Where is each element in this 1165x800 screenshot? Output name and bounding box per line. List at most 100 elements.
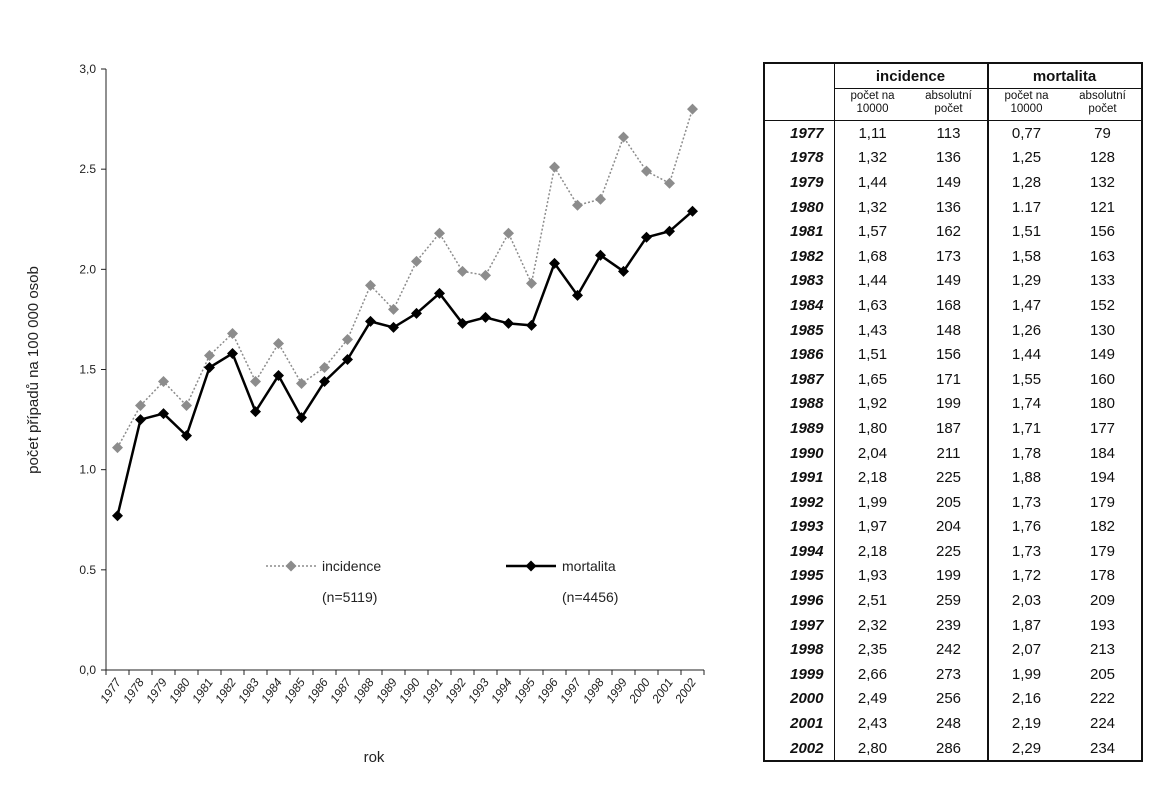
value-cell: 211 xyxy=(910,440,989,466)
data-point-incidence xyxy=(135,400,146,412)
value-cell: 2,32 xyxy=(857,616,888,634)
data-point-incidence xyxy=(641,165,652,177)
x-tick-label: 1979 xyxy=(143,675,170,705)
legend-count-mortalita: (n=4456) xyxy=(562,589,618,605)
year-cell: 1989 xyxy=(764,416,835,441)
value-cell: 2,66 xyxy=(857,665,888,683)
value-cell: 1,93 xyxy=(857,567,888,585)
data-point-incidence xyxy=(112,442,123,454)
value-cell: 2,49 xyxy=(857,690,888,708)
value-cell: 1,99 xyxy=(857,493,888,511)
x-tick-label: 1999 xyxy=(603,675,630,705)
table-corner-cell xyxy=(764,63,835,121)
year-cell: 1987 xyxy=(764,366,835,392)
data-point-incidence xyxy=(526,277,537,289)
x-tick-label: 1980 xyxy=(166,675,193,705)
data-point-incidence xyxy=(227,327,238,339)
value-cell: 133 xyxy=(1089,272,1116,290)
value-cell: 1,71 xyxy=(1011,419,1042,437)
data-point-incidence xyxy=(250,376,261,388)
value-cell: 2,51 xyxy=(857,592,888,610)
value-cell: 193 xyxy=(1089,616,1116,634)
x-tick-label: 1995 xyxy=(511,675,538,705)
data-point-mortalita xyxy=(319,376,330,388)
x-tick-label: 2001 xyxy=(649,676,676,707)
value-cell: 130 xyxy=(1089,321,1116,339)
value-cell: 256 xyxy=(910,686,989,712)
table-subheader: absolutní počet xyxy=(910,88,989,121)
data-point-mortalita xyxy=(480,311,491,323)
data-point-mortalita xyxy=(641,231,652,243)
group-header-incidence: incidence xyxy=(834,63,989,89)
table-row: 1991 2,18 225 1,88 194 xyxy=(764,465,1142,490)
x-tick-label: 2002 xyxy=(672,675,700,706)
value-cell: 132 xyxy=(1089,173,1116,191)
x-axis: 1977197819791980198119821983198419851986… xyxy=(97,669,705,707)
y-axis: 0,0 0.5 1.0 1.5 2.0 2.5 3,0 xyxy=(79,62,107,677)
year-cell: 2000 xyxy=(764,686,835,712)
legend-marker-incidence xyxy=(285,560,297,572)
legend-count-incidence: (n=5119) xyxy=(322,589,377,605)
data-point-mortalita xyxy=(411,307,422,319)
table-row: 1997 2,32 239 1,87 193 xyxy=(764,612,1142,638)
x-tick-label: 1977 xyxy=(97,675,125,706)
year-cell: 1981 xyxy=(764,219,835,244)
value-cell: 1,99 xyxy=(1011,665,1042,683)
value-cell: 222 xyxy=(1089,690,1116,708)
value-cell: 194 xyxy=(1089,469,1116,487)
data-point-mortalita xyxy=(618,265,629,277)
table-row: 1977 1,11 113 0,77 79 xyxy=(764,120,1142,146)
data-point-incidence xyxy=(595,193,606,205)
x-tick-label: 1978 xyxy=(120,675,147,705)
data-point-mortalita xyxy=(526,319,537,331)
value-cell: 1,44 xyxy=(1011,346,1042,364)
value-cell: 2,43 xyxy=(857,715,888,733)
year-cell: 1983 xyxy=(764,268,835,294)
value-cell: 2,80 xyxy=(857,739,888,757)
table-row: 1982 1,68 173 1,58 163 xyxy=(764,243,1142,269)
data-point-incidence xyxy=(296,378,307,390)
value-cell: 1,44 xyxy=(857,173,888,191)
subheader-line: 10000 xyxy=(856,103,889,115)
table-row: 2001 2,43 248 2,19 224 xyxy=(764,711,1142,736)
value-cell: 79 xyxy=(1094,124,1111,142)
table-row: 2002 2,80 286 2,29 234 xyxy=(764,735,1142,762)
data-point-incidence xyxy=(365,279,376,291)
data-point-mortalita xyxy=(181,430,192,442)
data-point-incidence xyxy=(388,303,399,315)
value-cell: 205 xyxy=(910,489,989,515)
table-row: 1998 2,35 242 2,07 213 xyxy=(764,637,1142,663)
y-tick-label: 1.0 xyxy=(79,463,96,477)
table-row: 1984 1,63 168 1,47 152 xyxy=(764,293,1142,318)
value-cell: 1,25 xyxy=(1011,149,1042,167)
table-row: 1992 1,99 205 1,73 179 xyxy=(764,489,1142,515)
year-cell: 1999 xyxy=(764,662,835,687)
x-tick-label: 1983 xyxy=(235,675,262,705)
data-point-mortalita xyxy=(365,315,376,327)
x-tick-label: 1987 xyxy=(327,675,355,706)
x-tick-label: 1997 xyxy=(557,675,585,706)
value-cell: 205 xyxy=(1089,665,1116,683)
x-tick-label: 1988 xyxy=(350,675,377,705)
value-cell: 168 xyxy=(910,293,989,318)
data-point-mortalita xyxy=(342,353,353,365)
data-point-incidence xyxy=(480,269,491,281)
data-point-mortalita xyxy=(687,205,698,217)
data-point-incidence xyxy=(549,161,560,173)
table-row: 1988 1,92 199 1,74 180 xyxy=(764,391,1142,417)
data-point-mortalita xyxy=(204,361,215,373)
year-cell: 1988 xyxy=(764,391,835,417)
value-cell: 113 xyxy=(910,120,989,146)
table-row: 1987 1,65 171 1,55 160 xyxy=(764,366,1142,392)
year-cell: 2001 xyxy=(764,711,835,736)
year-cell: 1990 xyxy=(764,440,835,466)
value-cell: 1,74 xyxy=(1011,395,1042,413)
data-point-mortalita xyxy=(595,249,606,261)
series-line-mortalita xyxy=(116,210,694,517)
subheader-line: počet na xyxy=(1004,90,1049,102)
value-cell: 1,51 xyxy=(1011,223,1042,241)
value-cell: 128 xyxy=(1089,149,1116,167)
subheader-line: počet xyxy=(1088,103,1117,115)
year-cell: 1986 xyxy=(764,342,835,367)
value-cell: 1,51 xyxy=(857,346,888,364)
